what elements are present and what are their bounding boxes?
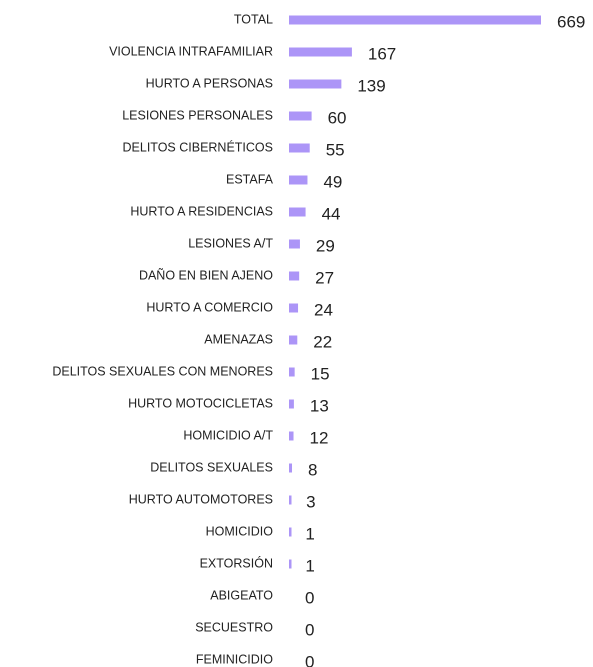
bar [289,495,292,505]
category-label: HURTO A PERSONAS [146,76,273,90]
value-label: 15 [311,364,330,383]
bar [289,239,300,249]
value-label: 29 [316,236,335,255]
category-label: HURTO A COMERCIO [146,300,273,314]
value-label: 27 [315,268,334,287]
category-label: TOTAL [234,12,273,26]
value-label: 24 [314,300,333,319]
value-label: 669 [557,12,585,31]
category-label: HURTO A RESIDENCIAS [130,204,273,218]
bar [289,367,295,377]
value-label: 1 [305,524,314,543]
category-label: DELITOS SEXUALES CON MENORES [52,364,273,378]
bar [289,111,312,121]
bar [289,335,298,345]
value-label: 0 [305,588,314,607]
value-label: 1 [305,556,314,575]
value-label: 167 [368,44,396,63]
bar [289,15,541,25]
value-label: 60 [328,108,347,127]
category-label: LESIONES PERSONALES [122,108,273,122]
bar [289,527,292,537]
category-label: HURTO MOTOCICLETAS [128,396,273,410]
bar [289,175,308,185]
value-label: 22 [313,332,332,351]
category-label: ABIGEATO [210,588,273,602]
category-label: SECUESTRO [195,620,273,634]
value-label: 49 [323,172,342,191]
value-label: 139 [357,76,385,95]
category-label: ESTAFA [226,172,274,186]
category-label: DELITOS SEXUALES [150,460,273,474]
value-label: 13 [310,396,329,415]
bar [289,431,294,441]
value-label: 0 [305,620,314,639]
value-label: 0 [305,652,314,667]
value-label: 8 [308,460,317,479]
value-label: 12 [310,428,329,447]
category-label: HOMICIDIO [206,524,274,538]
bar [289,143,310,153]
category-label: LESIONES A/T [188,236,273,250]
value-label: 55 [326,140,345,159]
category-label: VIOLENCIA INTRAFAMILIAR [109,44,273,58]
bar [289,47,352,57]
category-label: AMENAZAS [204,332,273,346]
category-label: DAÑO EN BIEN AJENO [139,268,273,282]
bar [289,207,306,217]
bar [289,463,293,473]
bar [289,271,300,281]
bar [289,399,294,409]
category-label: HOMICIDIO A/T [183,428,273,442]
category-label: EXTORSIÓN [200,555,273,570]
value-label: 3 [306,492,315,511]
value-label: 44 [322,204,341,223]
category-label: FEMINICIDIO [196,652,273,666]
bar [289,303,299,313]
category-label: DELITOS CIBERNÉTICOS [123,139,274,154]
bar [289,559,292,569]
bar [289,79,342,89]
category-label: HURTO AUTOMOTORES [129,492,273,506]
